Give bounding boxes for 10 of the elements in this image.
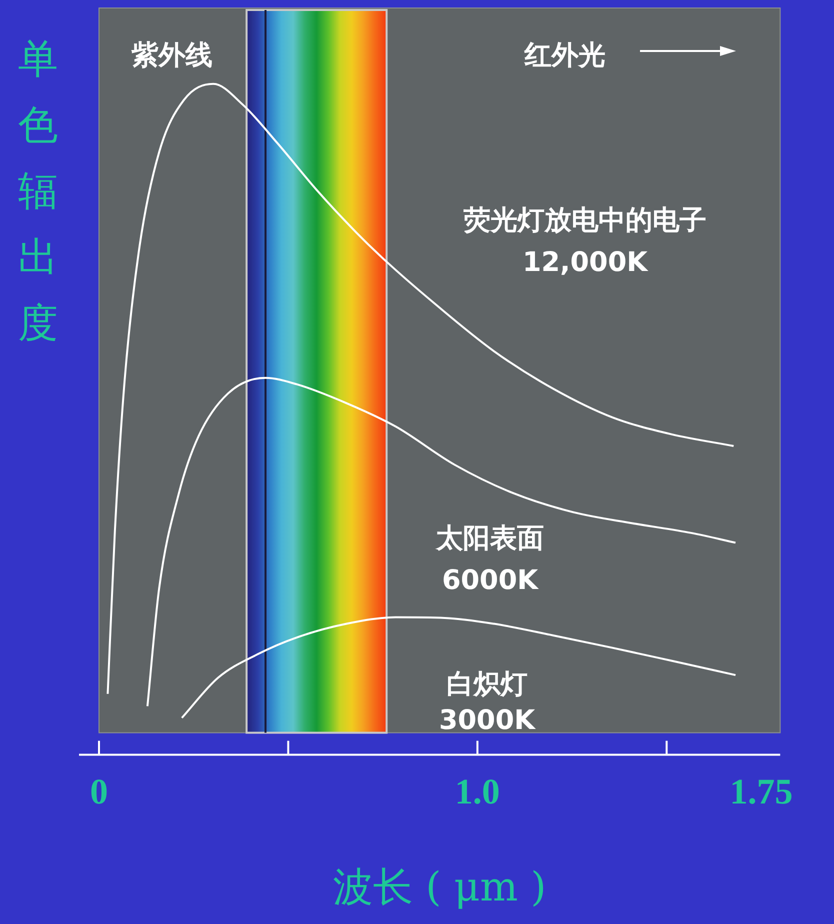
series-label: 太阳表面 6000K	[435, 523, 544, 596]
text: 紫外线	[130, 40, 212, 72]
x-tick-label: 0	[90, 772, 108, 812]
x-tick-label: 1.0	[454, 772, 500, 812]
y-axis-title: 单色辐出度	[18, 36, 58, 346]
series-label: 白炽灯 3000K	[438, 669, 536, 736]
x-tick-label: 1.75	[730, 772, 793, 812]
x-axis-title: 波长 ( μm )	[332, 864, 546, 910]
series-label: 荧光灯放电中的电子 12,000K	[462, 205, 706, 278]
text: 红外光	[524, 40, 606, 72]
